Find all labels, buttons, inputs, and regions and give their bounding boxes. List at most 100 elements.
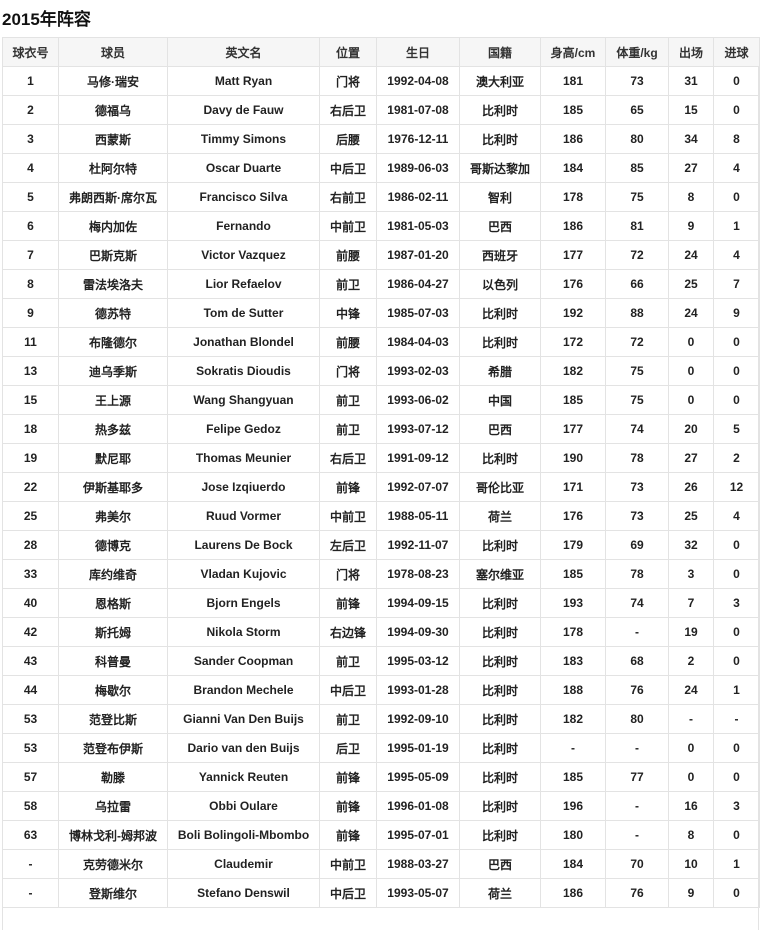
cell-player-name: 梅内加佐 <box>58 211 168 241</box>
cell-player-name: 斯托姆 <box>58 617 168 647</box>
page-title: 2015年阵容 <box>2 10 91 29</box>
cell-player-name: 科普曼 <box>58 646 168 676</box>
cell-position: 中前卫 <box>319 211 377 241</box>
cell-player-name: 博林戈利-姆邦波 <box>58 820 168 850</box>
cell-appearances: 9 <box>668 878 714 908</box>
cell-appearances: 15 <box>668 95 714 125</box>
cell-nationality: 比利时 <box>459 95 541 125</box>
cell-nationality: 巴西 <box>459 849 541 879</box>
cell-appearances: 8 <box>668 182 714 212</box>
cell-jersey-number: 15 <box>2 385 59 415</box>
cell-goals: 0 <box>713 733 760 763</box>
cell-weight: 69 <box>605 530 669 560</box>
cell-jersey-number: 2 <box>2 95 59 125</box>
cell-english-name: Vladan Kujovic <box>167 559 320 589</box>
table-row: 43 科普曼 Sander Coopman 前卫 1995-03-12 比利时 183 68 2… <box>2 646 760 676</box>
cell-goals: 5 <box>713 414 760 444</box>
table-row: - 登斯维尔 Stefano Denswil 中后卫 1993-05-07 荷兰 186 76… <box>2 878 760 908</box>
cell-height: 178 <box>540 182 606 212</box>
cell-weight: 72 <box>605 240 669 270</box>
cell-position: 门将 <box>319 559 377 589</box>
cell-birthday: 1986-04-27 <box>376 269 460 299</box>
cell-appearances: 34 <box>668 124 714 154</box>
cell-jersey-number: 1 <box>2 66 59 96</box>
table-row: 25 弗美尔 Ruud Vormer 中前卫 1988-05-11 荷兰 176 73 25 4 <box>2 501 760 531</box>
cell-appearances: 10 <box>668 849 714 879</box>
cell-appearances: 0 <box>668 327 714 357</box>
cell-position: 右后卫 <box>319 95 377 125</box>
cell-goals: 0 <box>713 182 760 212</box>
cell-player-name: 梅歇尔 <box>58 675 168 705</box>
table-row: 19 默尼耶 Thomas Meunier 右后卫 1991-09-12 比利时 190 78… <box>2 443 760 473</box>
cell-english-name: Oscar Duarte <box>167 153 320 183</box>
cell-goals: 0 <box>713 617 760 647</box>
table-row: 33 库约维奇 Vladan Kujovic 门将 1978-08-23 塞尔维亚 185 7… <box>2 559 760 589</box>
cell-goals: 8 <box>713 124 760 154</box>
cell-appearances: 2 <box>668 646 714 676</box>
cell-jersey-number: 8 <box>2 269 59 299</box>
table-row: 18 热多兹 Felipe Gedoz 前卫 1993-07-12 巴西 177 74 20 5 <box>2 414 760 444</box>
cell-nationality: 荷兰 <box>459 878 541 908</box>
cell-english-name: Matt Ryan <box>167 66 320 96</box>
cell-height: 178 <box>540 617 606 647</box>
cell-goals: - <box>713 704 760 734</box>
cell-weight: 80 <box>605 704 669 734</box>
cell-appearances: 24 <box>668 298 714 328</box>
cell-player-name: 德苏特 <box>58 298 168 328</box>
cell-position: 前卫 <box>319 646 377 676</box>
cell-height: 196 <box>540 791 606 821</box>
cell-nationality: 塞尔维亚 <box>459 559 541 589</box>
cell-position: 后腰 <box>319 124 377 154</box>
cell-goals: 0 <box>713 820 760 850</box>
cell-birthday: 1978-08-23 <box>376 559 460 589</box>
cell-position: 后卫 <box>319 733 377 763</box>
cell-position: 右前卫 <box>319 182 377 212</box>
cell-birthday: 1986-02-11 <box>376 182 460 212</box>
cell-english-name: Timmy Simons <box>167 124 320 154</box>
cell-player-name: 范登布伊斯 <box>58 733 168 763</box>
cell-weight: 81 <box>605 211 669 241</box>
cell-english-name: Davy de Fauw <box>167 95 320 125</box>
table-row: 42 斯托姆 Nikola Storm 右边锋 1994-09-30 比利时 178-19 0 <box>2 617 760 647</box>
cell-nationality: 西班牙 <box>459 240 541 270</box>
table-row: - 克劳德米尔 Claudemir 中前卫 1988-03-27 巴西 184 70 10 1 <box>2 849 760 879</box>
cell-jersey-number: - <box>2 878 59 908</box>
cell-position: 中前卫 <box>319 849 377 879</box>
cell-player-name: 迪乌季斯 <box>58 356 168 386</box>
cell-player-name: 登斯维尔 <box>58 878 168 908</box>
cell-english-name: Yannick Reuten <box>167 762 320 792</box>
column-header-jersey-number: 球衣号 <box>2 37 59 67</box>
cell-jersey-number: 13 <box>2 356 59 386</box>
table-row: 9 德苏特 Tom de Sutter 中锋 1985-07-03 比利时 192 88 24 9 <box>2 298 760 328</box>
cell-goals: 4 <box>713 240 760 270</box>
table-row: 44 梅歇尔 Brandon Mechele 中后卫 1993-01-28 比利时 188 7… <box>2 675 760 705</box>
cell-weight: 73 <box>605 472 669 502</box>
cell-appearances: 25 <box>668 501 714 531</box>
table-row: 11 布隆德尔 Jonathan Blondel 前腰 1984-04-03 比利时 172… <box>2 327 760 357</box>
cell-height: 177 <box>540 240 606 270</box>
cell-weight: 75 <box>605 182 669 212</box>
cell-height: 185 <box>540 385 606 415</box>
cell-weight: 74 <box>605 588 669 618</box>
cell-player-name: 马修·瑞安 <box>58 66 168 96</box>
cell-nationality: 中国 <box>459 385 541 415</box>
cell-birthday: 1995-03-12 <box>376 646 460 676</box>
table-row: 40 恩格斯 Bjorn Engels 前锋 1994-09-15 比利时 193 74 7 3 <box>2 588 760 618</box>
cell-height: 186 <box>540 211 606 241</box>
cell-player-name: 默尼耶 <box>58 443 168 473</box>
cell-goals: 1 <box>713 849 760 879</box>
column-header-nationality: 国籍 <box>459 37 541 67</box>
cell-birthday: 1994-09-30 <box>376 617 460 647</box>
cell-height: 176 <box>540 269 606 299</box>
cell-appearances: 7 <box>668 588 714 618</box>
cell-goals: 0 <box>713 878 760 908</box>
roster-table-container: 球衣号 球员 英文名 位置 生日 国籍 身高/cm 体重/kg 出场 进球 1 马修·瑞安 Matt … <box>2 37 760 930</box>
cell-jersey-number: 9 <box>2 298 59 328</box>
column-header-weight: 体重/kg <box>605 37 669 67</box>
cell-goals: 0 <box>713 385 760 415</box>
cell-english-name: Claudemir <box>167 849 320 879</box>
cell-player-name: 勒滕 <box>58 762 168 792</box>
cell-position: 左后卫 <box>319 530 377 560</box>
table-row: 22 伊斯基耶多 Jose Izqiuerdo 前锋 1992-07-07 哥伦比亚 171… <box>2 472 760 502</box>
cell-nationality: 比利时 <box>459 530 541 560</box>
